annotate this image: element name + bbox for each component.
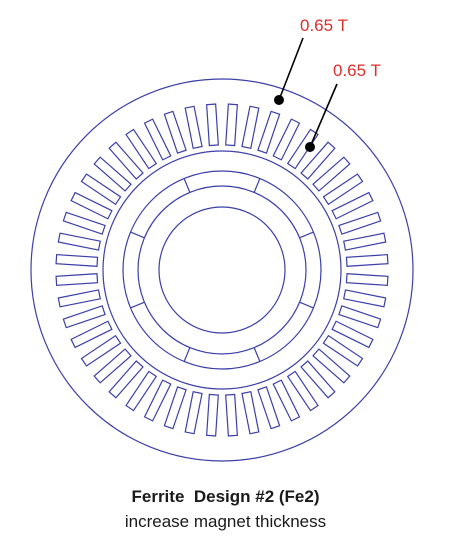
stator-slot (70, 320, 113, 349)
stator-slot (93, 348, 132, 384)
magnet-pole-divider (183, 347, 191, 362)
stator-slot (338, 305, 382, 329)
stator-slot (331, 191, 374, 220)
annotation-leader-1 (278, 37, 304, 101)
stator-bore-circle (102, 150, 342, 390)
stator-slot (163, 110, 187, 154)
stator-slot (286, 128, 319, 170)
stator-slot (300, 360, 336, 399)
flux-annotations: 0.65 T 0.65 T (274, 16, 381, 152)
stator-slot (57, 289, 101, 308)
stator-slot (206, 393, 219, 437)
shaft-circle (158, 206, 286, 334)
stator-slot (57, 232, 101, 251)
stator-slot (62, 211, 106, 235)
stator-slot (93, 156, 132, 192)
stator-slot (163, 386, 187, 430)
magnet-pole-divider (299, 231, 314, 239)
magnet-pole-divider (253, 178, 261, 193)
magnet-pole-divider (253, 347, 261, 362)
stator-slot (143, 118, 172, 161)
stator-slot (257, 386, 281, 430)
stator-slot (206, 103, 219, 147)
stator-slot (108, 141, 144, 180)
motor-geometry (30, 78, 414, 462)
stator-slot (322, 334, 364, 367)
stator-slot (55, 254, 99, 267)
stator-slot (272, 118, 301, 161)
stator-slot (286, 370, 319, 412)
stator-slot (312, 156, 351, 192)
stator-slot (312, 348, 351, 384)
stator-slot (272, 379, 301, 422)
magnet-pole-divider (130, 231, 145, 239)
stator-slot (108, 360, 144, 399)
magnet-pole-divider (299, 301, 314, 309)
stator-slot (125, 128, 158, 170)
annotation-dot-2 (305, 142, 315, 152)
stator-slot (331, 320, 374, 349)
stator-slot (343, 232, 387, 251)
stator-slot (322, 173, 364, 206)
annotation-label-2: 0.65 T (333, 61, 381, 80)
annotation-leader-2 (309, 83, 338, 148)
stator-slot (125, 370, 158, 412)
stator-slot (345, 273, 389, 286)
stator-slot (80, 173, 122, 206)
magnet-pole-divider (130, 301, 145, 309)
magnet-inner-circle (137, 185, 307, 355)
stator-slot (62, 305, 106, 329)
stator-slot (345, 254, 389, 267)
stator-slot (70, 191, 113, 220)
stator-slot (225, 103, 238, 147)
stator-slot (143, 379, 172, 422)
magnet-pole-divider (183, 178, 191, 193)
stator-slot (225, 393, 238, 437)
stator-slot (241, 391, 260, 435)
stator-slot (55, 273, 99, 286)
annotation-dot-1 (274, 95, 284, 105)
rotor-outer-circle (122, 170, 322, 370)
diagram-subtitle: increase magnet thickness (124, 512, 327, 531)
stator-slot (184, 391, 203, 435)
stator-slot (338, 211, 382, 235)
stator-slot (300, 141, 336, 180)
stator-slot (257, 110, 281, 154)
stator-slot (184, 105, 203, 149)
stator-slot (80, 334, 122, 367)
stator-slot (343, 289, 387, 308)
diagram-title: Ferrite Design #2 (Fe2) (131, 487, 320, 506)
annotation-label-1: 0.65 T (300, 16, 348, 35)
stator-slot (241, 105, 260, 149)
motor-cross-section-diagram: 0.65 T 0.65 T (30, 16, 414, 462)
stator-outer-circle (30, 78, 414, 462)
